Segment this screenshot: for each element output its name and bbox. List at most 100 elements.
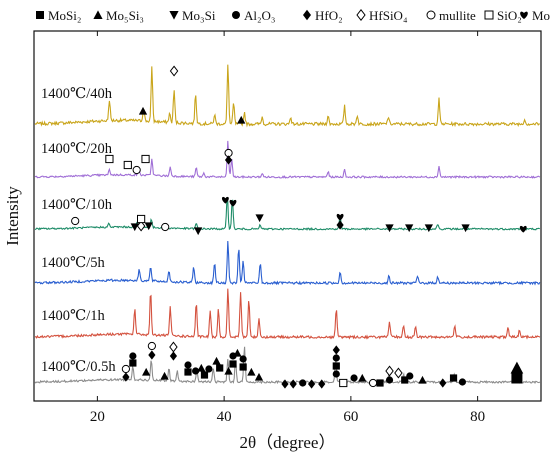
series-layer: [34, 64, 541, 385]
phase-marker-triangle: [247, 367, 256, 376]
phase-marker-diamond: [332, 345, 340, 355]
legend: MoSi₂ Mo₅Si₃ Mo₃Si Al₂O₃ HfO₂ HfSiO₄ mullite Si…: [36, 8, 550, 23]
phase-marker-diamond: [224, 155, 233, 165]
phase-marker-diamond: [307, 379, 316, 389]
plot-frame: [33, 30, 542, 402]
phase-marker-circle: [129, 352, 137, 360]
series-line: [34, 64, 541, 128]
phase-marker-diamond-open: [169, 65, 179, 77]
phase-marker-circle-open: [147, 341, 156, 351]
x-axis: 20 40 60 80: [90, 31, 485, 425]
x-axis-title: 2θ（degree）: [240, 433, 336, 452]
phase-marker-triangle: [358, 373, 367, 382]
legend-label: Mo₃Si: [182, 8, 216, 23]
phase-marker-circle: [205, 365, 213, 373]
series-label: 1400℃/10h: [41, 197, 113, 213]
legend-symbol-diamond-open: [356, 8, 366, 22]
phase-marker-circle: [192, 367, 200, 375]
series-line: [34, 288, 541, 340]
legend-symbol-square-open: [484, 10, 494, 20]
x-tick-label: 20: [90, 409, 105, 425]
phase-marker-triangle: [237, 115, 246, 124]
legend-symbol-diamond: [303, 9, 311, 21]
phase-marker-triangle: [212, 356, 221, 365]
phase-marker-heart: [336, 213, 344, 221]
phase-marker-triangle: [418, 375, 427, 384]
series-label: 1400℃/1h: [41, 308, 105, 324]
series-line: [34, 240, 541, 286]
series-label: 1400℃/20h: [41, 141, 113, 157]
phase-marker-square: [511, 372, 523, 384]
x-tick-label: 80: [470, 409, 485, 425]
phase-marker-square-open: [137, 214, 146, 224]
legend-symbol-circle-open: [426, 10, 436, 20]
phase-marker-triangle: [160, 371, 169, 380]
phase-marker-circle-open: [71, 216, 80, 226]
phase-marker-circle-open: [368, 378, 378, 388]
series-line: [34, 140, 541, 180]
plot-area: 1400℃/40h 1400℃/20h 1400℃/10h 1400℃/5h 1400℃…: [33, 30, 542, 402]
series-line: [34, 197, 541, 231]
phase-marker-triangle-down: [255, 214, 264, 223]
phase-marker-triangle: [224, 366, 233, 375]
phase-marker-triangle-down: [405, 224, 414, 233]
phase-marker-triangle: [233, 348, 242, 357]
phase-marker-circle: [332, 370, 340, 378]
phase-marker-diamond: [122, 372, 130, 382]
phase-marker-diamond: [318, 379, 326, 389]
phase-marker-triangle: [510, 361, 524, 374]
phase-marker-square: [239, 363, 247, 371]
legend-label: HfO₂: [315, 8, 343, 23]
legend-symbol-triangle: [93, 10, 103, 19]
phase-marker-heart: [221, 196, 229, 204]
legend-label: mullite: [439, 8, 476, 23]
phase-marker-square: [332, 362, 340, 370]
phase-marker-square: [200, 371, 209, 379]
phase-marker-circle: [458, 378, 467, 386]
phase-marker-triangle: [197, 363, 206, 372]
phase-marker-diamond: [148, 350, 156, 360]
series-label: 1400℃/40h: [41, 86, 113, 102]
phase-marker-circle-open: [132, 165, 141, 175]
phase-marker-heart: [519, 225, 527, 233]
phase-marker-diamond-open: [385, 365, 394, 377]
phase-marker-circle: [239, 355, 247, 363]
phase-marker-square: [376, 379, 384, 387]
phase-marker-circle: [299, 379, 307, 387]
x-tick-label: 60: [343, 409, 358, 425]
phase-marker-square: [184, 368, 192, 376]
legend-label: Al₂O₃: [244, 8, 275, 23]
x-tick-label: 40: [217, 409, 232, 425]
legend-label: Mo: [532, 8, 550, 23]
phase-marker-square-open: [105, 154, 114, 164]
phase-marker-triangle-down: [194, 227, 203, 236]
phase-marker-square: [216, 364, 224, 372]
phase-marker-triangle: [142, 367, 151, 376]
phase-marker-diamond: [281, 379, 289, 389]
phase-marker-diamond: [336, 220, 344, 230]
phase-marker-square: [401, 376, 409, 384]
phase-marker-triangle-down: [144, 222, 153, 231]
phase-marker-triangle-down: [385, 224, 394, 233]
phase-marker-circle: [332, 354, 340, 362]
legend-label: Mo₅Si₃: [106, 8, 144, 23]
phase-marker-diamond-open: [394, 367, 403, 379]
phase-marker-circle-open: [121, 364, 130, 374]
phase-marker-square: [449, 374, 458, 382]
phase-marker-triangle-down: [424, 224, 433, 233]
phase-marker-diamond: [289, 379, 297, 389]
phase-marker-square-open: [141, 154, 150, 164]
phase-marker-square-open: [339, 378, 348, 388]
series-label: 1400℃/0.5h: [41, 359, 116, 375]
legend-symbol-triangle-down: [169, 11, 179, 20]
y-axis-title: Intensity: [3, 186, 22, 246]
legend-label: HfSiO₄: [369, 8, 408, 23]
phase-marker-circle: [385, 376, 394, 384]
phase-marker-diamond: [169, 351, 178, 361]
phase-marker-circle: [350, 374, 358, 382]
legend-symbol-circle: [232, 11, 240, 19]
phase-marker-diamond-open: [169, 341, 178, 353]
phase-marker-triangle-down: [461, 224, 470, 233]
phase-marker-square: [129, 359, 137, 367]
